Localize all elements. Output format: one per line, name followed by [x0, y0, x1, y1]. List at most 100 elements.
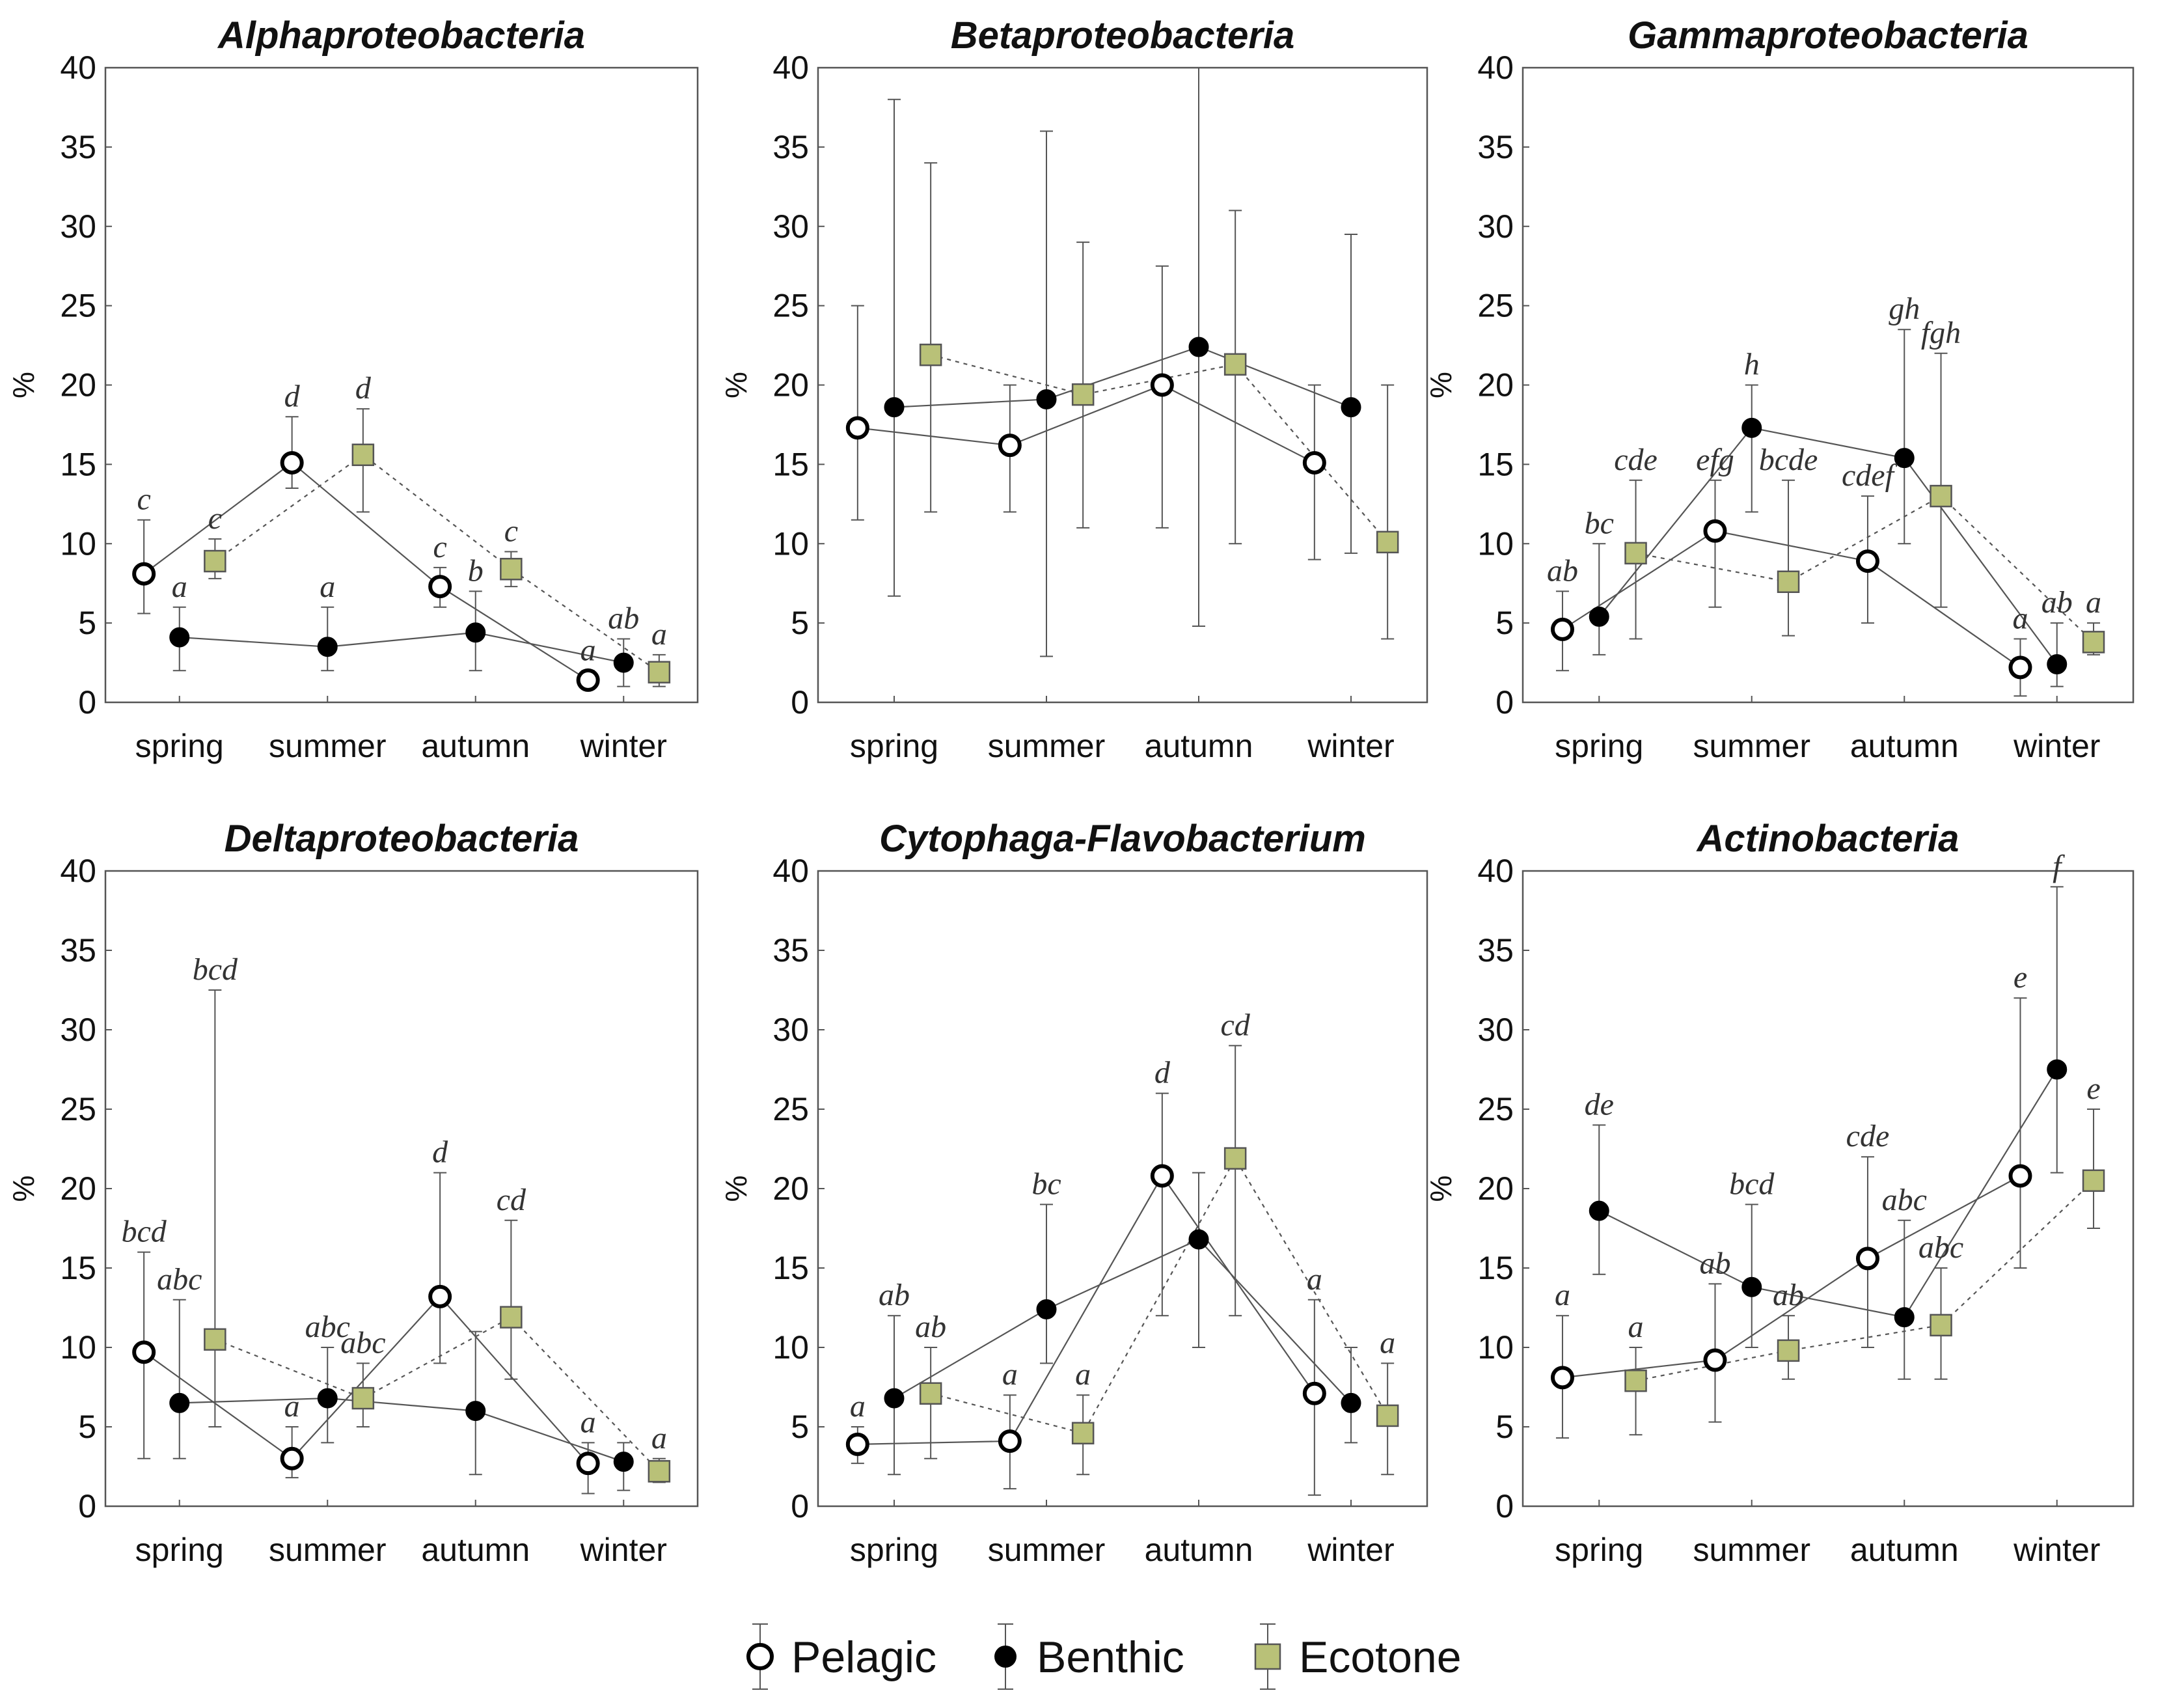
data-point-pelagic [845, 416, 869, 440]
panel-5: Cytophaga-Flavobacterium 0 5 10 15 20 25 30 35 40… [719, 818, 1428, 1568]
legend-label: Pelagic [791, 1633, 936, 1682]
y-tick-label: 0 [1495, 684, 1514, 721]
significance-label: a [580, 1405, 596, 1439]
data-point-benthic [613, 1452, 634, 1472]
y-tick-label: 10 [1477, 525, 1514, 562]
y-axis-label: % [7, 1176, 40, 1202]
data-point-pelagic [1703, 519, 1727, 543]
significance-label: a [1380, 1325, 1395, 1360]
y-tick-label: 35 [60, 129, 96, 165]
significance-label: e [2086, 1071, 2100, 1106]
data-point-pelagic [428, 1284, 452, 1308]
data-point-benthic [317, 637, 338, 657]
x-tick-label: spring [135, 1532, 224, 1568]
y-tick-label: 35 [60, 932, 96, 969]
series-line-benthic [179, 1397, 624, 1463]
data-point-benthic [465, 622, 486, 643]
legend-item-pelagic: Pelagic [746, 1623, 936, 1690]
data-point-pelagic [1550, 617, 1574, 641]
x-tick-label: summer [1693, 728, 1810, 764]
significance-label: abc [1882, 1183, 1927, 1217]
data-point-benthic [1188, 337, 1209, 357]
y-tick-label: 10 [772, 525, 809, 562]
data-point-benthic [169, 1392, 190, 1413]
series-line-benthic [1598, 427, 2058, 665]
significance-label: c [504, 514, 518, 548]
data-point-ecotone [1071, 383, 1095, 406]
significance-label: ab [1699, 1246, 1730, 1280]
y-tick-label: 25 [1477, 288, 1514, 324]
data-point-pelagic [1703, 1348, 1727, 1372]
x-tick-label: winter [2013, 1532, 2100, 1568]
panel-3: Gammaproteobacteria 0 5 10 15 20 25 30 35 40% spri… [1424, 14, 2135, 764]
x-tick-label: winter [580, 728, 667, 764]
y-tick-label: 20 [1477, 1170, 1514, 1207]
significance-label: bcde [1759, 443, 1818, 477]
significance-label: abc [340, 1325, 385, 1360]
data-point-benthic [1036, 1299, 1057, 1319]
data-point-ecotone [204, 549, 226, 573]
data-point-pelagic [576, 668, 600, 692]
data-point-ecotone [204, 1328, 226, 1351]
series-line-pelagic [857, 384, 1315, 463]
data-point-ecotone [1624, 1369, 1647, 1392]
significance-label: e [2013, 960, 2027, 995]
data-point-pelagic [1855, 549, 1879, 573]
y-tick-label: 40 [60, 49, 96, 86]
chart-title: Gammaproteobacteria [1628, 14, 2028, 57]
y-tick-label: 5 [1495, 1409, 1514, 1445]
x-tick-label: summer [988, 728, 1106, 764]
y-tick-label: 20 [60, 1170, 96, 1207]
legend: Pelagic Benthic Ecotone [746, 1623, 1462, 1690]
data-point-pelagic [2008, 1164, 2032, 1188]
y-axis-label: % [7, 372, 40, 398]
plot-frame [817, 66, 1428, 704]
y-axis-label: % [719, 372, 753, 398]
data-point-pelagic [845, 1432, 869, 1456]
data-point-ecotone [1376, 1404, 1399, 1427]
significance-label: ab [2041, 585, 2073, 620]
series-line-ecotone [214, 454, 660, 673]
data-point-benthic [613, 652, 634, 673]
significance-label: ab [1773, 1278, 1804, 1312]
x-tick-label: winter [1307, 1532, 1394, 1568]
series-line-ecotone [930, 354, 1388, 543]
series-line-pelagic [143, 1295, 589, 1464]
significance-label: abc [305, 1310, 350, 1344]
x-tick-label: spring [1555, 728, 1643, 764]
legend-marker-ecotone [1254, 1643, 1281, 1670]
data-point-benthic [884, 397, 905, 418]
data-point-benthic [1741, 1276, 1762, 1297]
legend-item-benthic: Benthic [994, 1623, 1184, 1690]
series-line-ecotone [1635, 495, 2094, 643]
data-point-ecotone [919, 1382, 942, 1405]
data-point-pelagic [428, 575, 452, 599]
x-tick-label: winter [1307, 728, 1394, 764]
data-point-benthic [465, 1401, 486, 1422]
plot-frame [1522, 870, 2135, 1508]
significance-label: a [651, 617, 667, 652]
data-point-ecotone [648, 1460, 671, 1483]
data-point-benthic [1894, 1307, 1915, 1328]
y-tick-label: 25 [1477, 1091, 1514, 1127]
data-point-benthic [1589, 606, 1609, 627]
x-tick-label: summer [1693, 1532, 1810, 1568]
y-tick-label: 15 [772, 1250, 809, 1286]
y-tick-label: 15 [60, 446, 96, 482]
y-tick-label: 15 [1477, 446, 1514, 482]
significance-label: bcd [121, 1215, 167, 1249]
y-tick-label: 25 [60, 1091, 96, 1127]
legend-label: Ecotone [1299, 1633, 1462, 1682]
data-point-benthic [1741, 417, 1762, 438]
significance-label: fgh [1921, 316, 1961, 350]
y-tick-label: 25 [772, 288, 809, 324]
data-point-benthic [317, 1388, 338, 1409]
significance-label: d [284, 379, 301, 413]
y-tick-label: 35 [772, 932, 809, 969]
data-point-benthic [169, 627, 190, 648]
data-point-pelagic [280, 450, 304, 475]
series-line-ecotone [214, 1316, 660, 1472]
plot-frame [817, 870, 1428, 1508]
x-tick-label: autumn [421, 728, 530, 764]
y-tick-label: 25 [60, 288, 96, 324]
